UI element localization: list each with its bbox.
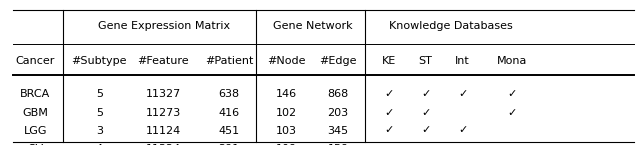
Text: ✓: ✓	[508, 108, 516, 118]
Text: OV: OV	[27, 144, 44, 145]
Text: #Subtype: #Subtype	[72, 56, 127, 66]
Text: ✓: ✓	[385, 144, 394, 145]
Text: 102: 102	[276, 108, 298, 118]
Text: Cancer: Cancer	[15, 56, 55, 66]
Text: 868: 868	[327, 89, 349, 99]
Text: ✓: ✓	[421, 144, 430, 145]
Text: #Edge: #Edge	[319, 56, 356, 66]
Text: 345: 345	[327, 126, 349, 135]
Text: 11273: 11273	[145, 108, 181, 118]
Text: 5: 5	[96, 89, 102, 99]
Text: ✓: ✓	[421, 108, 430, 118]
Text: ✓: ✓	[421, 89, 430, 99]
Text: ✓: ✓	[458, 126, 467, 135]
Text: 11324: 11324	[145, 144, 181, 145]
Text: LGG: LGG	[24, 126, 47, 135]
Text: ✓: ✓	[458, 89, 467, 99]
Text: 146: 146	[276, 89, 298, 99]
Text: Gene Expression Matrix: Gene Expression Matrix	[98, 21, 230, 31]
Text: 3: 3	[96, 126, 102, 135]
Text: 203: 203	[327, 108, 349, 118]
Text: 4: 4	[95, 144, 103, 145]
Text: #Feature: #Feature	[138, 56, 189, 66]
Text: 11327: 11327	[145, 89, 181, 99]
Text: 638: 638	[218, 89, 240, 99]
Text: Knowledge Databases: Knowledge Databases	[388, 21, 513, 31]
Text: 5: 5	[96, 108, 102, 118]
Text: 451: 451	[218, 126, 240, 135]
Text: #Patient: #Patient	[205, 56, 253, 66]
Text: 416: 416	[218, 108, 240, 118]
Text: 159: 159	[327, 144, 349, 145]
Text: 109: 109	[276, 144, 298, 145]
Text: KE: KE	[382, 56, 396, 66]
Text: 103: 103	[276, 126, 297, 135]
Text: #Node: #Node	[268, 56, 306, 66]
Text: ✓: ✓	[385, 126, 394, 135]
Text: Mona: Mona	[497, 56, 527, 66]
Text: GBM: GBM	[22, 108, 48, 118]
Text: 291: 291	[218, 144, 240, 145]
Text: ✓: ✓	[385, 89, 394, 99]
Text: ✓: ✓	[508, 89, 516, 99]
Text: ✓: ✓	[421, 126, 430, 135]
Text: ST: ST	[419, 56, 433, 66]
Text: ✓: ✓	[385, 108, 394, 118]
Text: Gene Network: Gene Network	[273, 21, 352, 31]
Text: 11124: 11124	[145, 126, 181, 135]
Text: Int: Int	[455, 56, 470, 66]
Text: BRCA: BRCA	[20, 89, 51, 99]
